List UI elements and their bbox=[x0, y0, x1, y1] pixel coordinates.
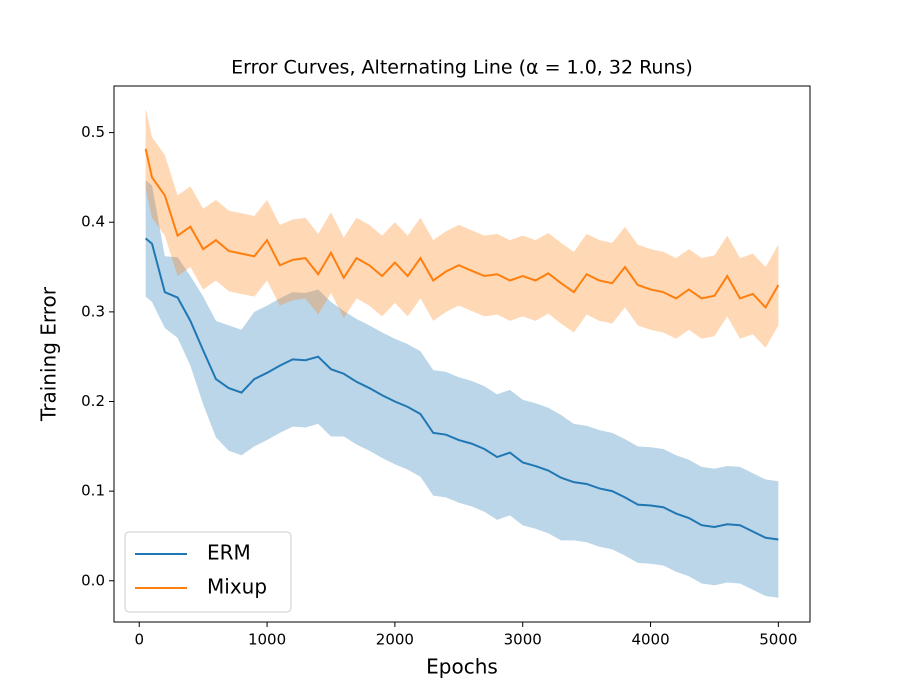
x-tick-label: 5000 bbox=[759, 631, 797, 649]
error-band bbox=[145, 180, 779, 598]
legend-box bbox=[124, 531, 292, 613]
data-line bbox=[144, 237, 779, 541]
y-axis-label: Training Error bbox=[37, 286, 61, 422]
chart-title: Error Curves, Alternating Line (α = 1.0,… bbox=[231, 57, 693, 79]
x-tick-label: 1000 bbox=[248, 631, 286, 649]
y-tick-label: 0.1 bbox=[81, 482, 105, 500]
x-tick-label: 4000 bbox=[631, 631, 669, 649]
y-tick-label: 0.4 bbox=[81, 213, 105, 231]
x-tick-label: 0 bbox=[134, 631, 144, 649]
error-band bbox=[145, 108, 779, 348]
x-tick-label: 2000 bbox=[376, 631, 414, 649]
x-axis-label: Epochs bbox=[426, 655, 498, 679]
legend-label: Mixup bbox=[207, 575, 267, 599]
x-tick-label: 3000 bbox=[504, 631, 542, 649]
legend-label: ERM bbox=[207, 541, 251, 565]
plot-frame bbox=[113, 85, 811, 623]
y-tick-label: 0.0 bbox=[81, 571, 105, 589]
y-tick-label: 0.5 bbox=[81, 123, 105, 141]
data-line bbox=[144, 148, 780, 310]
y-tick-label: 0.3 bbox=[81, 302, 105, 320]
y-tick-label: 0.2 bbox=[81, 392, 105, 410]
legend: ERM Mixup bbox=[124, 531, 292, 613]
